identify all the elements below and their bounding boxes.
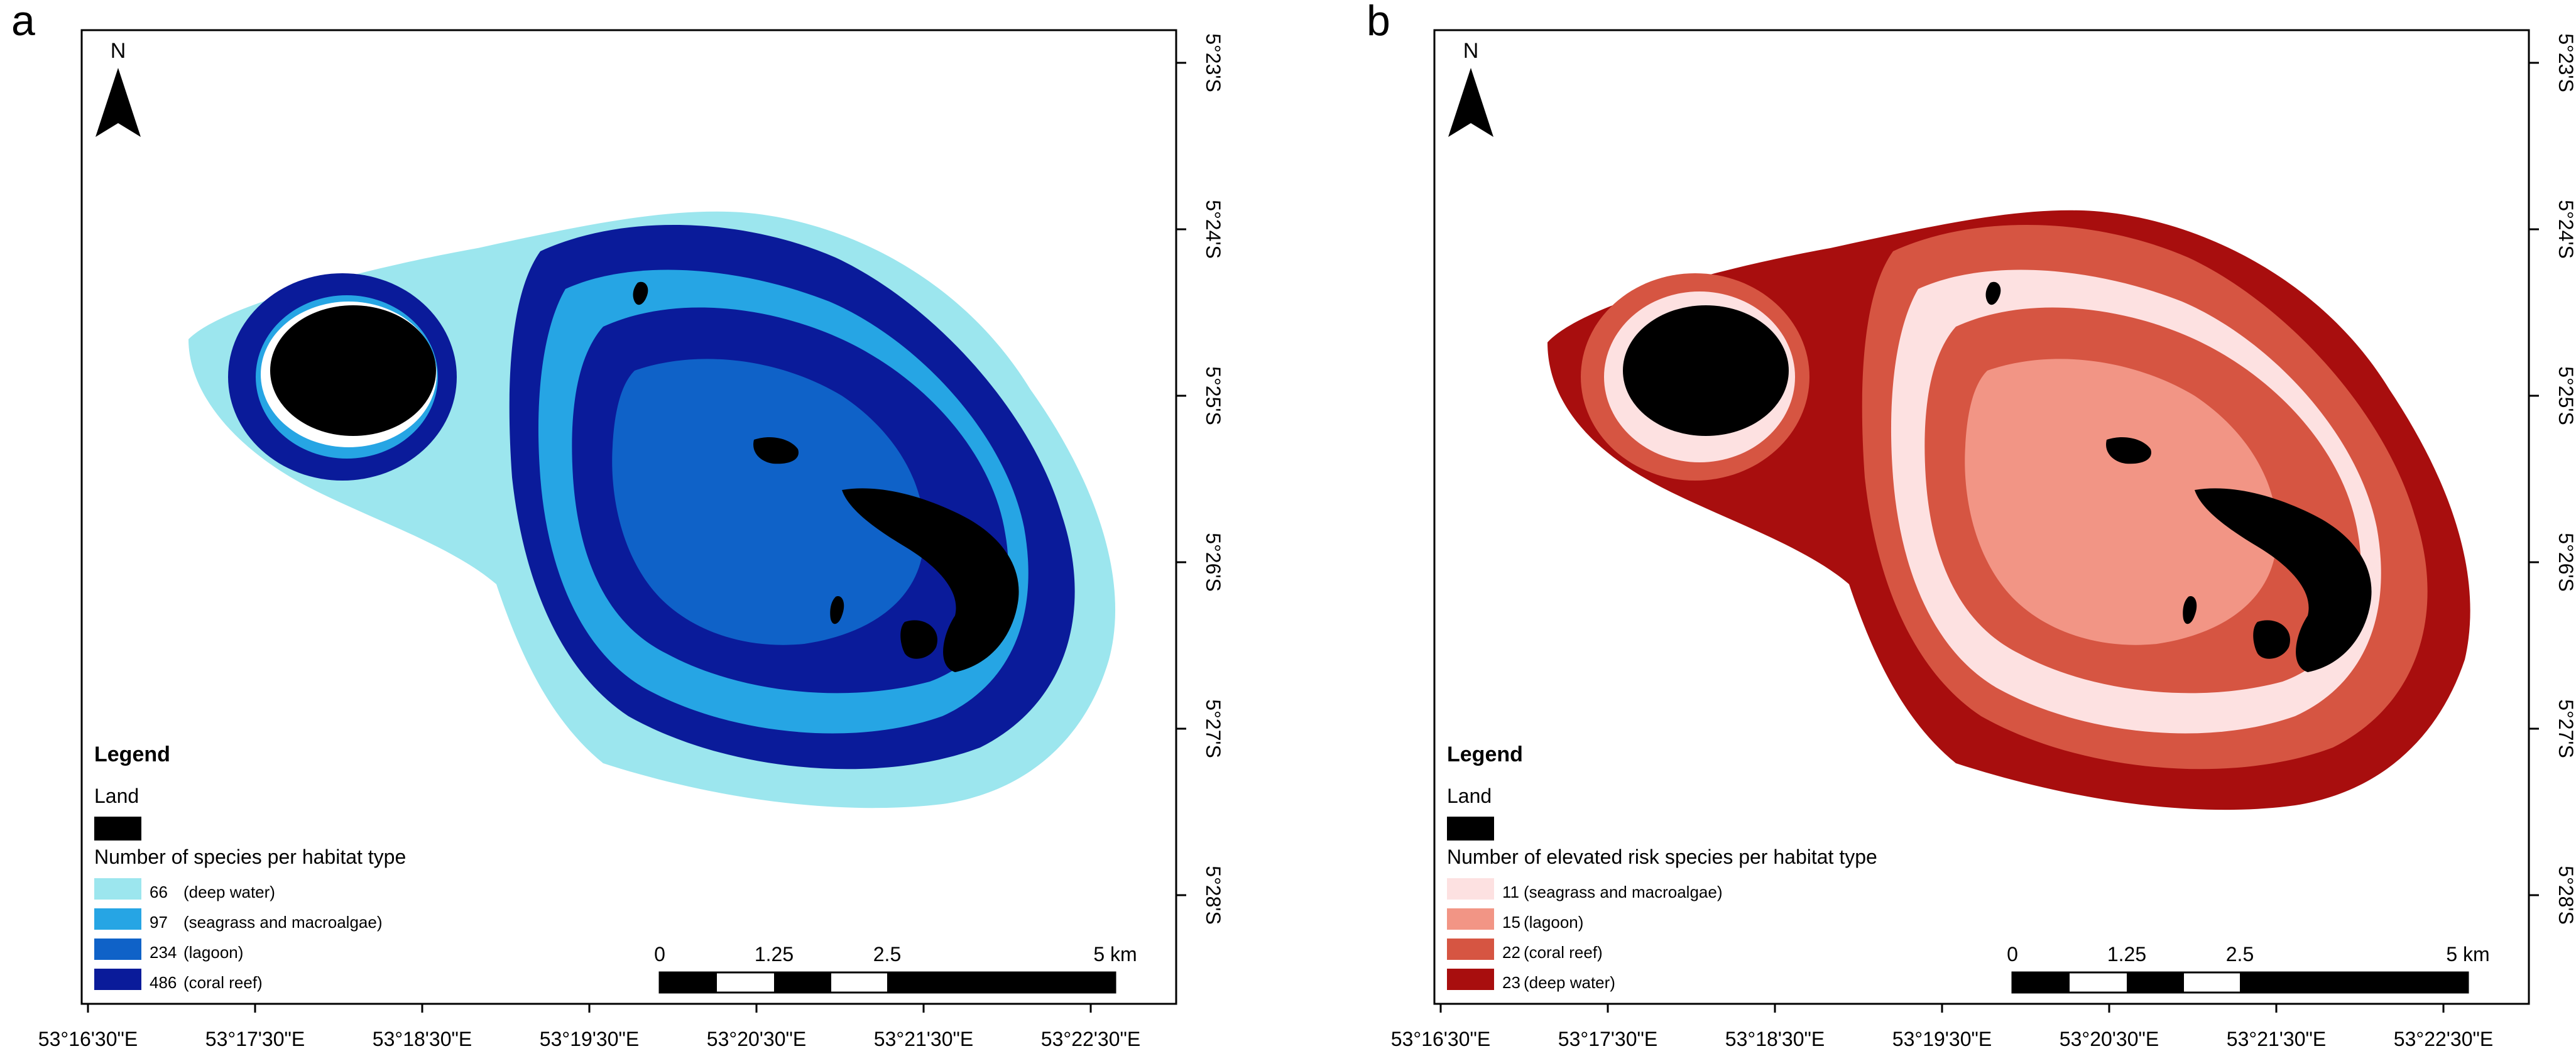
legend-category-title: Number of species per habitat type (94, 846, 406, 868)
scale-label: 0 (2007, 943, 2018, 966)
lon-tick-label: 53°19'30"E (540, 1028, 639, 1050)
scale-label: 1.25 (755, 943, 794, 966)
north-label: N (111, 39, 126, 63)
legend-desc: (seagrass and macroalgae) (183, 913, 383, 932)
legend-value: 486 (150, 973, 177, 992)
legend-value: 22 (1502, 943, 1520, 962)
legend-swatch (1447, 969, 1494, 990)
legend: Legend Land Number of elevated risk spec… (1447, 743, 1877, 992)
north-arrow-icon (96, 68, 141, 137)
legend-swatch (1447, 908, 1494, 930)
legend-land-label: Land (1447, 785, 1492, 807)
scale-label: 5 km (1093, 943, 1137, 966)
lat-tick-label: 5°25'S (1202, 366, 1225, 425)
lon-tick-label: 53°20'30"E (2060, 1028, 2159, 1050)
legend-desc: (lagoon) (183, 943, 243, 962)
legend-value: 15 (1502, 913, 1520, 932)
lat-tick-label: 5°28'S (2555, 866, 2576, 925)
lon-tick-label: 53°18'30"E (1725, 1028, 1825, 1050)
legend-swatch (94, 939, 141, 960)
scale-label: 0 (654, 943, 665, 966)
lon-tick-label: 53°22'30"E (1041, 1028, 1140, 1050)
legend-title: Legend (94, 743, 170, 766)
legend-desc: (coral reef) (1524, 943, 1603, 962)
lat-tick-label: 5°27'S (1202, 699, 1225, 758)
lon-tick-label: 53°20'30"E (707, 1028, 806, 1050)
legend: Legend Land Number of species per habita… (94, 743, 406, 992)
legend-swatch (94, 908, 141, 930)
lat-tick-label: 5°24'S (2555, 200, 2576, 259)
scale-label: 2.5 (873, 943, 901, 966)
lat-axis: 5°23'S 5°24'S 5°25'S 5°26'S 5°27'S 5°28'… (1176, 33, 1225, 925)
lon-tick-label: 53°22'30"E (2394, 1028, 2493, 1050)
legend-value: 97 (150, 913, 168, 932)
panel-b-label: b (1367, 0, 1390, 45)
lon-tick-label: 53°21'30"E (2227, 1028, 2326, 1050)
legend-desc: (lagoon) (1524, 913, 1583, 932)
legend-value: 11 (1502, 883, 1519, 901)
lat-tick-label: 5°26'S (2555, 533, 2576, 592)
north-label: N (1463, 39, 1479, 63)
lon-tick-label: 53°18'30"E (373, 1028, 472, 1050)
lat-tick-label: 5°23'S (1202, 33, 1225, 92)
legend-category-title: Number of elevated risk species per habi… (1447, 846, 1877, 868)
lat-tick-label: 5°25'S (2555, 366, 2576, 425)
legend-swatch (1447, 878, 1494, 900)
map-panel-a: N Legend Land Number of species per habi… (38, 29, 1225, 1050)
lat-tick-label: 5°23'S (2555, 33, 2576, 92)
legend-desc: (coral reef) (183, 973, 263, 992)
panel-a-label: a (11, 0, 35, 45)
lon-axis: 53°16'30"E 53°17'30"E 53°18'30"E 53°19'3… (38, 1004, 1140, 1050)
legend-land-swatch (94, 817, 141, 841)
legend-swatch (1447, 939, 1494, 960)
scale-bar: 0 1.25 2.5 5 km (2007, 943, 2490, 994)
scale-label: 5 km (2446, 943, 2489, 966)
lon-tick-label: 53°17'30"E (205, 1028, 305, 1050)
lon-tick-label: 53°19'30"E (1892, 1028, 1992, 1050)
legend-value: 234 (150, 943, 177, 962)
map-panel-b: N Legend Land Number of elevated risk sp… (1391, 29, 2576, 1050)
lat-tick-label: 5°27'S (2555, 699, 2576, 758)
legend-swatch (94, 878, 141, 900)
legend-land-label: Land (94, 785, 139, 807)
lon-tick-label: 53°17'30"E (1558, 1028, 1657, 1050)
legend-desc: (deep water) (183, 883, 275, 901)
scale-label: 2.5 (2226, 943, 2254, 966)
legend-desc: (seagrass and macroalgae) (1524, 883, 1723, 901)
scale-bar: 0 1.25 2.5 5 km (654, 943, 1137, 994)
lat-axis: 5°23'S 5°24'S 5°25'S 5°26'S 5°27'S 5°28'… (2529, 33, 2576, 925)
atoll-map (188, 211, 1116, 808)
legend-swatch (94, 969, 141, 990)
scale-label: 1.25 (2107, 943, 2146, 966)
legend-value: 23 (1502, 973, 1520, 992)
legend-title: Legend (1447, 743, 1523, 766)
lat-tick-label: 5°24'S (1202, 200, 1225, 259)
lat-tick-label: 5°26'S (1202, 533, 1225, 592)
lon-axis: 53°16'30"E 53°17'30"E 53°18'30"E 53°19'3… (1391, 1004, 2493, 1050)
legend-desc: (deep water) (1524, 973, 1615, 992)
legend-land-swatch (1447, 817, 1494, 841)
legend-value: 66 (150, 883, 168, 901)
lon-tick-label: 53°21'30"E (874, 1028, 973, 1050)
atoll-map (1547, 210, 2470, 810)
lon-tick-label: 53°16'30"E (1391, 1028, 1490, 1050)
north-arrow-icon (1448, 68, 1493, 137)
lon-tick-label: 53°16'30"E (38, 1028, 138, 1050)
lat-tick-label: 5°28'S (1202, 866, 1225, 925)
